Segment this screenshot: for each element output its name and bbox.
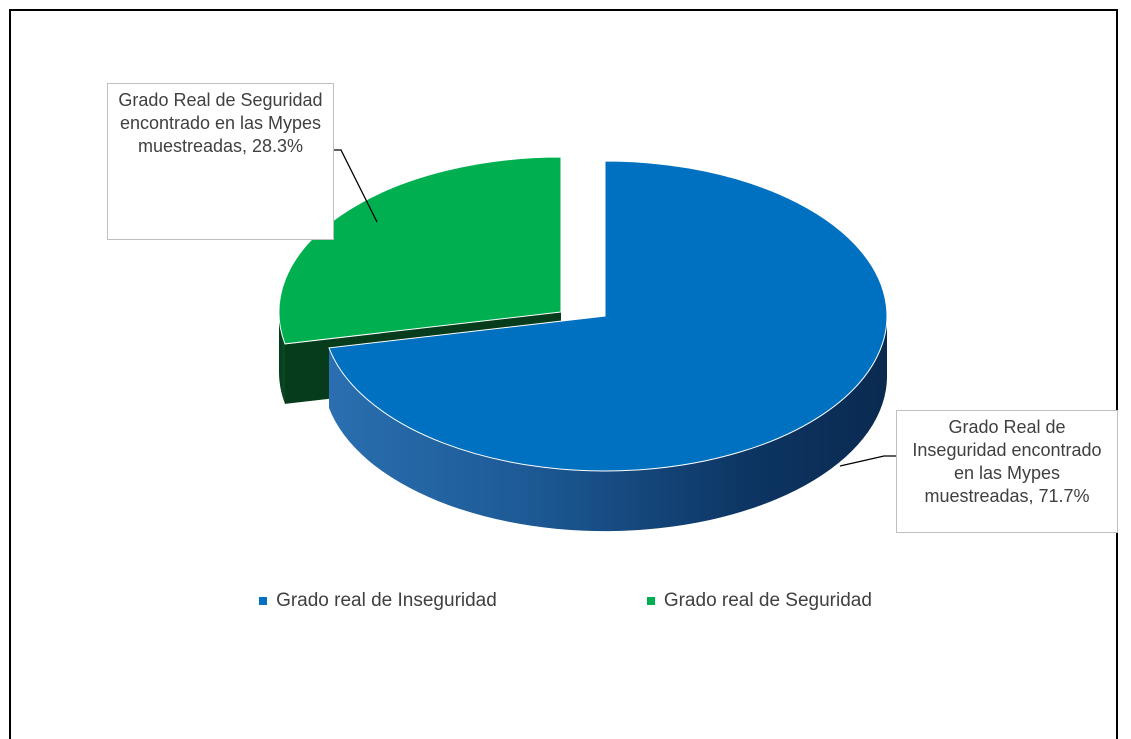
pie-slice-inseguridad-wall — [329, 316, 888, 532]
pie-slice-seguridad-wall — [278, 312, 285, 404]
data-label-seguridad: Grado Real de Seguridad encontrado en la… — [107, 83, 334, 240]
leader-lines — [334, 149, 896, 467]
chart-legend: Grado real de Inseguridad Grado real de … — [0, 590, 1131, 612]
legend-item-seguridad: Grado real de Seguridad — [646, 590, 872, 612]
legend-item-inseguridad: Grado real de Inseguridad — [259, 590, 497, 612]
legend-label-seguridad: Grado real de Seguridad — [663, 590, 872, 611]
chart-border — [9, 9, 1118, 739]
leader-line-green — [334, 149, 378, 223]
data-label-inseguridad: Grado Real de Inseguridad encontrado en … — [896, 410, 1118, 533]
legend-label-inseguridad: Grado real de Inseguridad — [276, 590, 497, 611]
pie-slice-inseguridad — [328, 160, 888, 472]
leader-line-blue — [839, 455, 896, 467]
legend-swatch-seguridad — [646, 597, 655, 605]
pie-slice-seguridad — [278, 156, 562, 345]
legend-swatch-inseguridad — [259, 597, 268, 605]
